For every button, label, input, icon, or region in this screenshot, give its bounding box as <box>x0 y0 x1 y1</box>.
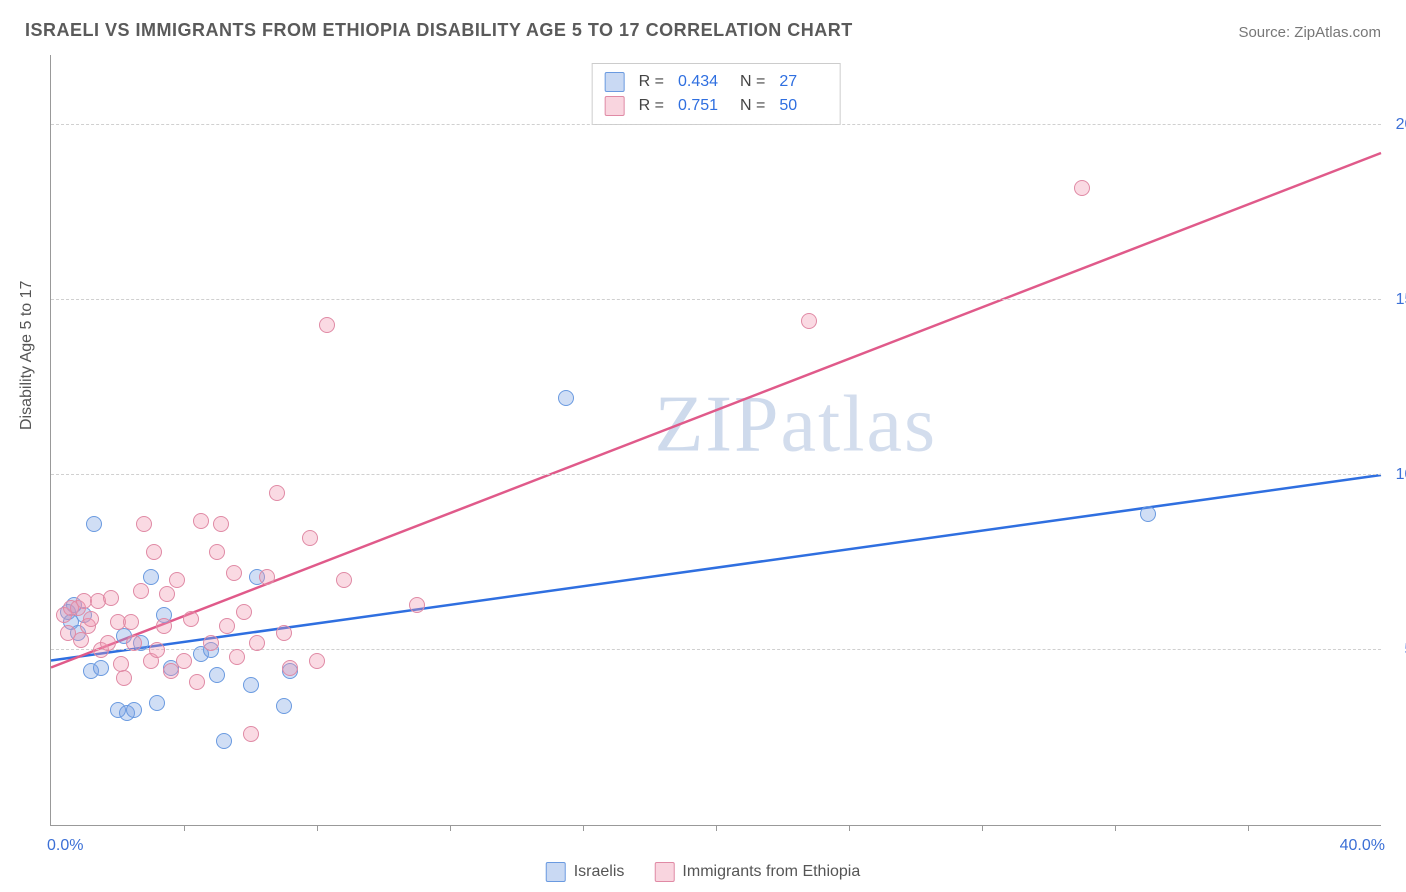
chart-title: ISRAELI VS IMMIGRANTS FROM ETHIOPIA DISA… <box>25 20 853 41</box>
stats-legend-row-b: R = 0.751 N = 50 <box>605 94 828 118</box>
gridline-h <box>51 124 1381 125</box>
x-tick <box>716 825 717 831</box>
x-tick <box>1115 825 1116 831</box>
n-value-a: 27 <box>779 70 827 94</box>
trend-line-b <box>51 153 1381 668</box>
y-axis-label: Disability Age 5 to 17 <box>18 281 36 430</box>
data-point-b <box>126 635 142 651</box>
data-point-a <box>86 516 102 532</box>
r-label: R = <box>639 70 664 94</box>
data-point-b <box>203 635 219 651</box>
data-point-b <box>219 618 235 634</box>
r-value-b: 0.751 <box>678 94 726 118</box>
swatch-ethiopia <box>605 96 625 116</box>
data-point-b <box>276 625 292 641</box>
data-point-a <box>216 733 232 749</box>
trend-lines-svg <box>51 55 1381 825</box>
gridline-h <box>51 649 1381 650</box>
data-point-b <box>302 530 318 546</box>
swatch-ethiopia-icon <box>654 862 674 882</box>
data-point-b <box>336 572 352 588</box>
x-tick <box>982 825 983 831</box>
data-point-b <box>133 583 149 599</box>
data-point-b <box>100 635 116 651</box>
data-point-b <box>801 313 817 329</box>
data-point-b <box>209 544 225 560</box>
data-point-a <box>1140 506 1156 522</box>
data-point-a <box>149 695 165 711</box>
x-axis-min-label: 0.0% <box>47 837 83 855</box>
x-tick <box>184 825 185 831</box>
data-point-b <box>116 670 132 686</box>
data-point-b <box>183 611 199 627</box>
data-point-b <box>169 572 185 588</box>
data-point-b <box>249 635 265 651</box>
gridline-h <box>51 299 1381 300</box>
x-tick <box>317 825 318 831</box>
legend-item-ethiopia: Immigrants from Ethiopia <box>654 862 860 882</box>
gridline-h <box>51 474 1381 475</box>
x-axis-max-label: 40.0% <box>1340 837 1385 855</box>
legend-label-israelis: Israelis <box>574 863 625 881</box>
stats-legend: R = 0.434 N = 27 R = 0.751 N = 50 <box>592 63 841 125</box>
data-point-b <box>176 653 192 669</box>
y-tick-label: 15.0% <box>1396 291 1406 309</box>
data-point-b <box>189 674 205 690</box>
data-point-a <box>93 660 109 676</box>
swatch-israelis <box>605 72 625 92</box>
data-point-b <box>259 569 275 585</box>
data-point-b <box>409 597 425 613</box>
data-point-b <box>1074 180 1090 196</box>
legend-item-israelis: Israelis <box>546 862 625 882</box>
data-point-b <box>282 660 298 676</box>
data-point-b <box>319 317 335 333</box>
stats-legend-row-a: R = 0.434 N = 27 <box>605 70 828 94</box>
data-point-a <box>209 667 225 683</box>
data-point-b <box>193 513 209 529</box>
data-point-b <box>83 611 99 627</box>
n-value-b: 50 <box>779 94 827 118</box>
r-value-a: 0.434 <box>678 70 726 94</box>
legend-label-ethiopia: Immigrants from Ethiopia <box>682 863 860 881</box>
series-legend: Israelis Immigrants from Ethiopia <box>546 862 861 882</box>
data-point-b <box>146 544 162 560</box>
x-tick <box>450 825 451 831</box>
data-point-b <box>149 642 165 658</box>
data-point-b <box>229 649 245 665</box>
data-point-b <box>226 565 242 581</box>
data-point-b <box>159 586 175 602</box>
data-point-b <box>163 663 179 679</box>
data-point-b <box>213 516 229 532</box>
data-point-a <box>126 702 142 718</box>
data-point-b <box>136 516 152 532</box>
data-point-b <box>309 653 325 669</box>
r-label: R = <box>639 94 664 118</box>
x-tick <box>583 825 584 831</box>
x-tick <box>1248 825 1249 831</box>
x-tick <box>849 825 850 831</box>
swatch-israelis-icon <box>546 862 566 882</box>
data-point-b <box>73 632 89 648</box>
y-tick-label: 20.0% <box>1396 116 1406 134</box>
source-attribution: Source: ZipAtlas.com <box>1238 24 1381 41</box>
data-point-b <box>243 726 259 742</box>
data-point-b <box>236 604 252 620</box>
data-point-a <box>276 698 292 714</box>
data-point-b <box>156 618 172 634</box>
n-label: N = <box>740 94 765 118</box>
data-point-a <box>558 390 574 406</box>
data-point-a <box>143 569 159 585</box>
n-label: N = <box>740 70 765 94</box>
data-point-b <box>269 485 285 501</box>
y-tick-label: 10.0% <box>1396 466 1406 484</box>
data-point-b <box>123 614 139 630</box>
data-point-b <box>103 590 119 606</box>
scatter-plot-area: ZIPatlas R = 0.434 N = 27 R = 0.751 N = … <box>50 55 1381 826</box>
trend-line-a <box>51 475 1381 661</box>
data-point-a <box>243 677 259 693</box>
